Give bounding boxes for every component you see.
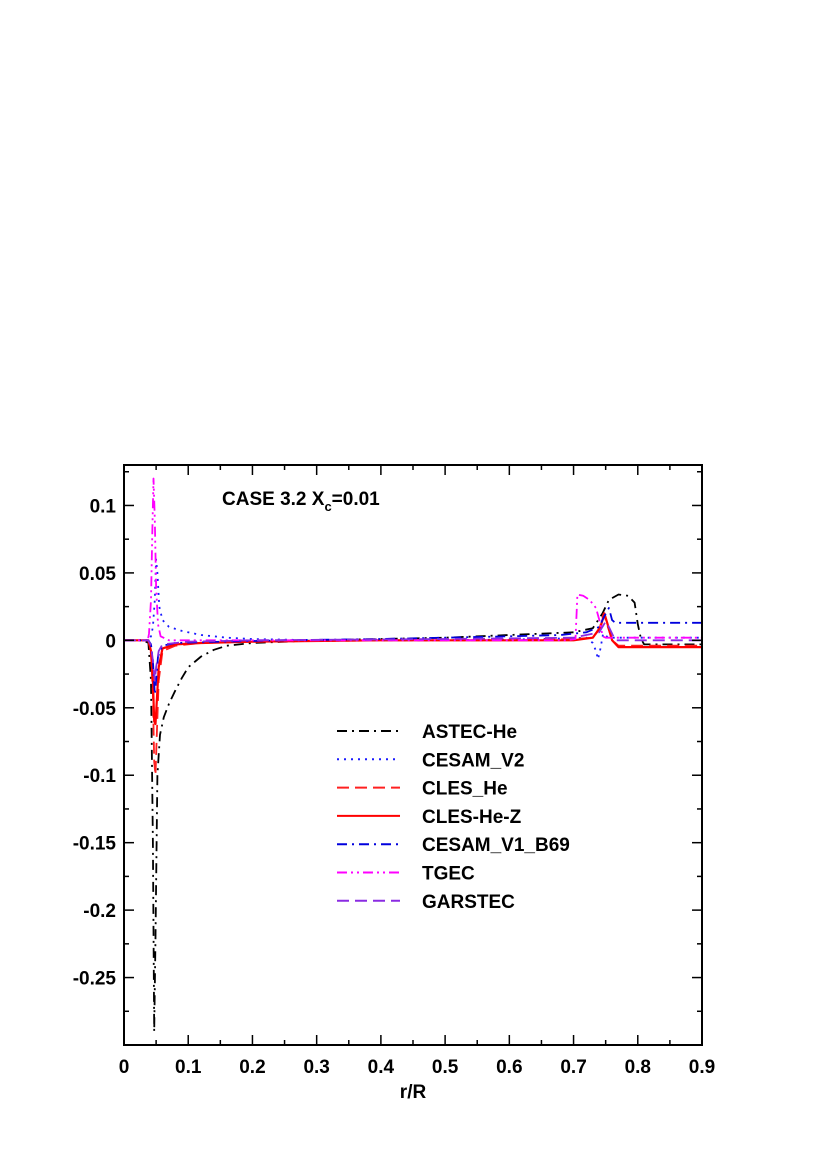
- x-tick-label: 0.6: [496, 1057, 522, 1078]
- series-line-astec-he: [124, 593, 702, 1033]
- series-line-cesam-v2: [124, 558, 702, 661]
- legend-label: CESAM_V2: [422, 750, 524, 771]
- legend-label: CESAM_V1_B69: [422, 835, 570, 856]
- x-tick-label: 0: [119, 1057, 130, 1078]
- x-tick-label: 0.3: [303, 1057, 329, 1078]
- x-tick-label: 0.2: [239, 1057, 265, 1078]
- chart-title: CASE 3.2 Xc=0.01: [222, 489, 380, 514]
- chart-title-suffix: =0.01: [332, 489, 381, 510]
- x-tick-label: 0.1: [175, 1057, 202, 1078]
- x-tick-label: 0.4: [368, 1057, 395, 1078]
- series-line-tgec: [124, 477, 702, 642]
- legend-label: GARSTEC: [422, 892, 515, 913]
- legend: ASTEC-He CESAM_V2 CLES_He CLES-He-Z CESAM_V1…: [337, 722, 570, 913]
- y-tick-label: -0.05: [73, 699, 117, 720]
- x-tick-label: 0.7: [560, 1057, 586, 1078]
- y-tick-label: -0.25: [73, 969, 117, 990]
- y-tick-label: -0.2: [83, 901, 116, 922]
- y-tick-label: -0.15: [73, 834, 117, 855]
- x-axis-label: r/R: [400, 1082, 427, 1103]
- legend-label: CLES-He-Z: [422, 807, 522, 828]
- series-layer: [124, 477, 702, 1033]
- ticklabels-layer: 0 0.1 0.2 0.3 0.4 0.5 0.6 0.7 0.8 0.9 -0.25 -0.2 -0.…: [73, 496, 716, 1078]
- series-line-cesam-v1-b69: [124, 607, 702, 696]
- plot-frame: [123, 464, 703, 1046]
- y-tick-label: 0.1: [90, 496, 117, 517]
- series-line-cles-he-z: [124, 612, 702, 726]
- legend-label: ASTEC-He: [422, 722, 517, 743]
- y-tick-label: -0.1: [83, 766, 116, 787]
- x-tick-label: 0.9: [689, 1057, 715, 1078]
- series-line-garstec: [124, 620, 702, 682]
- ticks-layer: [123, 465, 703, 1046]
- chart-title-main: CASE 3.2 X: [222, 489, 325, 510]
- x-tick-label: 0.8: [625, 1057, 651, 1078]
- y-tick-label: 0: [105, 631, 116, 652]
- legend-label: TGEC: [422, 864, 475, 885]
- y-tick-label: 0.05: [79, 564, 116, 585]
- x-tick-label: 0.5: [432, 1057, 459, 1078]
- legend-label: CLES_He: [422, 779, 508, 800]
- chart-title-subscript: c: [324, 499, 331, 514]
- svg-text:CASE 3.2 Xc=0.01: CASE 3.2 Xc=0.01: [222, 489, 380, 514]
